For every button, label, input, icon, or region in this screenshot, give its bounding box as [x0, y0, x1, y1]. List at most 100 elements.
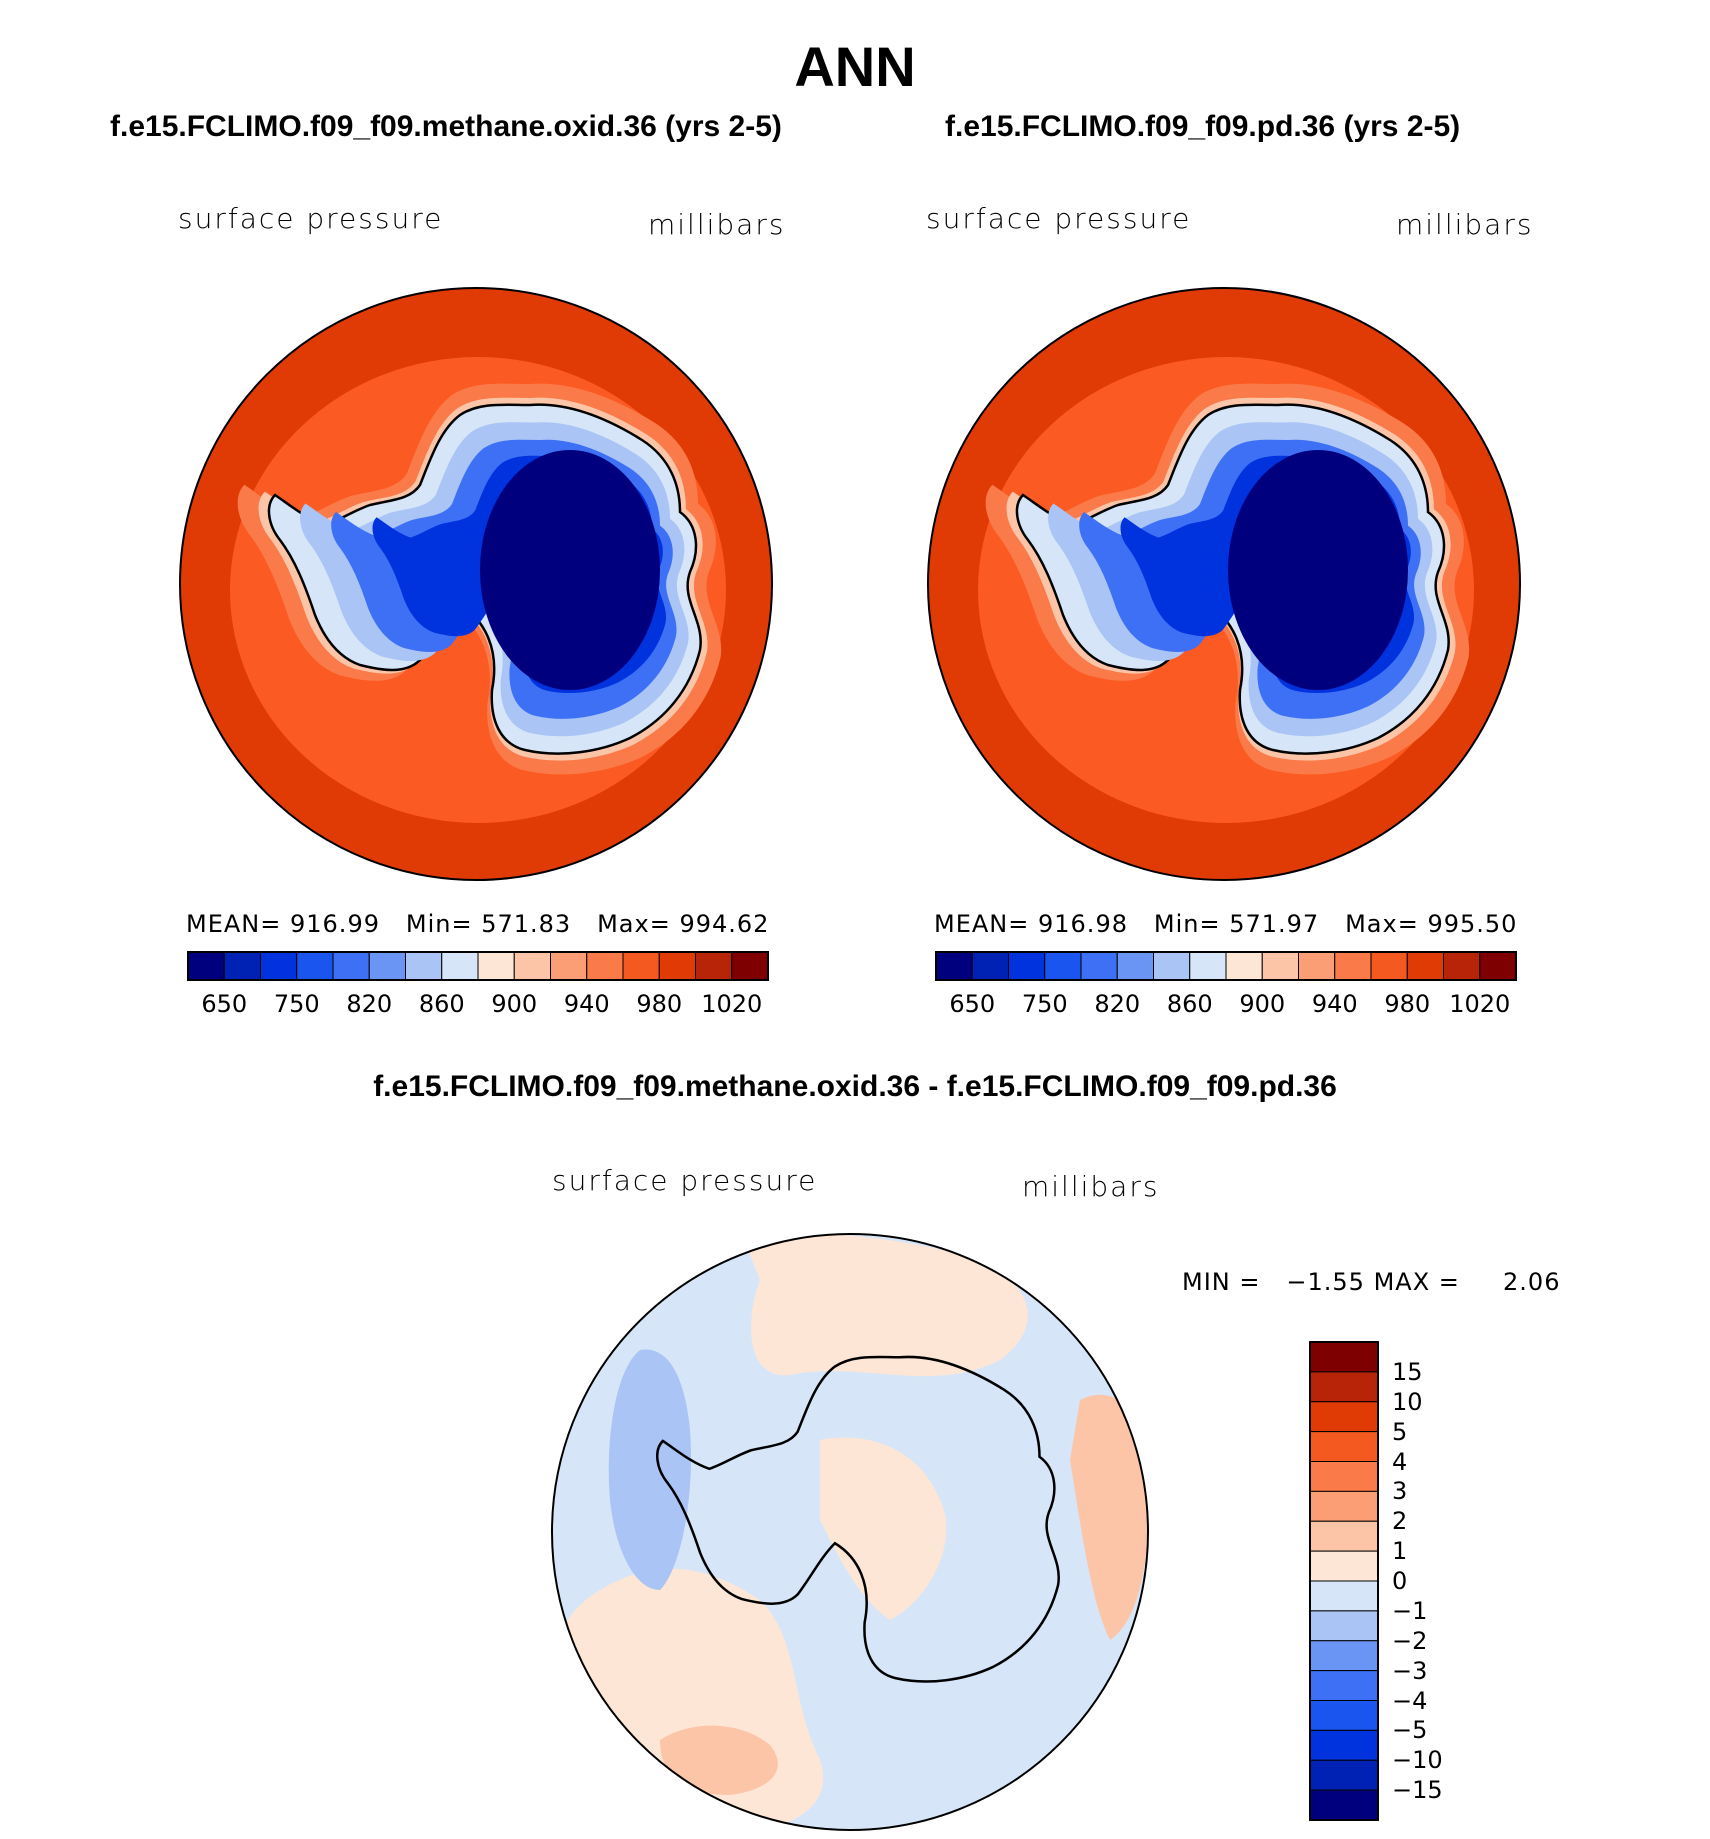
figure-title: ANN — [794, 35, 916, 98]
panel-right-mean: 916.98 — [1038, 910, 1128, 938]
colorbar-difference-swatch — [1309, 1431, 1379, 1462]
colorbar-difference-tick-label: 0 — [1392, 1567, 1408, 1595]
difference-border — [551, 1233, 1149, 1831]
colorbar-left-swatch — [296, 951, 334, 981]
panel-left-map — [180, 288, 772, 880]
colorbar-difference-tick-label: 1 — [1392, 1537, 1408, 1566]
colorbar-difference-swatch — [1309, 1401, 1379, 1433]
colorbar-right-tick-label: 650 — [949, 990, 996, 1018]
diff-positive-north — [740, 1234, 1028, 1377]
colorbar-difference-swatch — [1309, 1670, 1379, 1701]
colorbar-left-tick-label: 980 — [636, 990, 683, 1018]
colorbar-right-swatch — [1261, 951, 1299, 981]
colorbar-difference-tick-label: −2 — [1392, 1626, 1428, 1655]
colorbar-difference-tick-label: 5 — [1392, 1417, 1408, 1446]
colorbar-right-tick-label: 1020 — [1449, 990, 1511, 1018]
colorbar-left-tick-label: 1020 — [701, 990, 763, 1018]
colorbar-right-swatch — [1479, 951, 1517, 981]
colorbar-difference-tick-label: −10 — [1392, 1746, 1443, 1775]
panel-right-units: millibars — [1396, 208, 1534, 241]
diff-positive-center — [820, 1437, 947, 1620]
colorbar-right-swatch — [1370, 951, 1408, 981]
colorbar-difference-swatch — [1309, 1640, 1379, 1672]
panel-right-max: 995.50 — [1427, 910, 1518, 938]
panel-left-mean: 916.99 — [290, 910, 380, 938]
colorbar-right-tick-label: 860 — [1166, 990, 1213, 1018]
colorbar-right-swatch — [1116, 951, 1154, 981]
colorbar-left-tick-label: 860 — [418, 990, 465, 1018]
colorbar-difference-swatch — [1309, 1520, 1379, 1552]
panel-left-title: f.e15.FCLIMO.f09_f09.methane.oxid.36 (yr… — [110, 110, 782, 143]
colorbar-difference-swatch — [1309, 1610, 1379, 1642]
colorbar-right-tick-label: 980 — [1384, 990, 1431, 1018]
difference-title: f.e15.FCLIMO.f09_f09.methane.oxid.36 - f… — [373, 1070, 1337, 1103]
colorbar-difference-tick-label: −5 — [1392, 1716, 1428, 1745]
colorbar-difference-swatch — [1309, 1550, 1379, 1582]
difference-units: millibars — [1022, 1170, 1160, 1203]
colorbar-left-tick-label: 900 — [491, 990, 538, 1018]
colorbar-left-tick-label: 750 — [273, 990, 320, 1018]
difference-minmax: MIN = −1.55 MAX = 2.06 — [1182, 1268, 1561, 1296]
colorbar-difference-swatch — [1309, 1729, 1379, 1761]
colorbar-right-swatch — [1298, 951, 1336, 981]
panel-right-variable: surface pressure — [926, 202, 1192, 235]
colorbar-right-tick-label: 820 — [1094, 990, 1141, 1018]
ice-core — [480, 450, 660, 690]
colorbar-left-swatch — [586, 951, 624, 981]
colorbar-left-swatch — [550, 951, 588, 981]
colorbar-right-tick-label: 940 — [1311, 990, 1358, 1018]
colorbar-right-swatch — [1153, 951, 1191, 981]
panel-right-title: f.e15.FCLIMO.f09_f09.pd.36 (yrs 2-5) — [945, 110, 1461, 143]
diff-positive-east — [1070, 1394, 1148, 1640]
colorbar-difference-tick-label: −3 — [1392, 1656, 1428, 1685]
panel-right-min: 571.97 — [1229, 910, 1320, 938]
colorbar-difference-tick-label: 4 — [1392, 1447, 1408, 1476]
colorbar-right-tick-label: 900 — [1239, 990, 1286, 1018]
colorbar-difference-frame — [1309, 1341, 1379, 1821]
colorbar-difference-tick-label: 10 — [1392, 1387, 1423, 1416]
colorbar-left-swatch — [405, 951, 443, 981]
difference-map — [552, 1234, 1148, 1830]
panel-right-border — [927, 287, 1521, 881]
colorbar-left-swatch — [441, 951, 479, 981]
colorbar-right-swatch — [971, 951, 1009, 981]
colorbar-left-swatch — [513, 951, 551, 981]
diff-negative-west — [608, 1349, 691, 1590]
colorbar-right-swatch — [1225, 951, 1263, 981]
colorbar-left-swatch — [368, 951, 406, 981]
colorbar-difference-tick-label: −15 — [1392, 1776, 1443, 1805]
colorbar-left-tick-label: 940 — [563, 990, 610, 1018]
panel-left-units: millibars — [648, 208, 786, 241]
colorbar-difference-swatch — [1309, 1461, 1379, 1492]
colorbar-difference-tick-label: −1 — [1392, 1596, 1428, 1625]
colorbar-difference-swatch — [1309, 1700, 1379, 1731]
colorbar-left-swatch — [223, 951, 261, 981]
panel-right-stats: MEAN= 916.98 Min= 571.97 Max= 995.50 — [934, 910, 1518, 938]
colorbar-right-swatch — [1008, 951, 1046, 981]
colorbar-difference-tick-label: 15 — [1392, 1357, 1423, 1386]
colorbar-right-frame — [935, 951, 1517, 981]
colorbar-right — [935, 951, 1517, 981]
colorbar-left-swatch — [731, 951, 769, 981]
colorbar-difference-swatch — [1309, 1371, 1379, 1403]
difference-max: 2.06 — [1503, 1268, 1561, 1296]
colorbar-difference-swatch — [1309, 1341, 1379, 1373]
difference-min: −1.55 — [1286, 1268, 1365, 1296]
colorbar-difference-swatch — [1309, 1490, 1379, 1522]
colorbar-difference-tick-label: −4 — [1392, 1686, 1428, 1715]
panel-left-max: 994.62 — [679, 910, 770, 938]
colorbar-right-swatch — [1443, 951, 1481, 981]
panel-left-stats: MEAN= 916.99 Min= 571.83 Max= 994.62 — [186, 910, 770, 938]
colorbar-difference-swatch — [1309, 1580, 1379, 1612]
colorbar-left-swatch — [477, 951, 515, 981]
colorbar-difference — [1309, 1341, 1379, 1821]
colorbar-left-swatch — [187, 951, 225, 981]
panel-left-min: 571.83 — [481, 910, 572, 938]
colorbar-left-swatch — [695, 951, 733, 981]
colorbar-left-swatch — [260, 951, 298, 981]
difference-variable: surface pressure — [552, 1164, 818, 1197]
colorbar-right-swatch — [1189, 951, 1227, 981]
colorbar-left — [187, 951, 769, 981]
colorbar-left-tick-label: 820 — [346, 990, 393, 1018]
colorbar-left-swatch — [622, 951, 660, 981]
